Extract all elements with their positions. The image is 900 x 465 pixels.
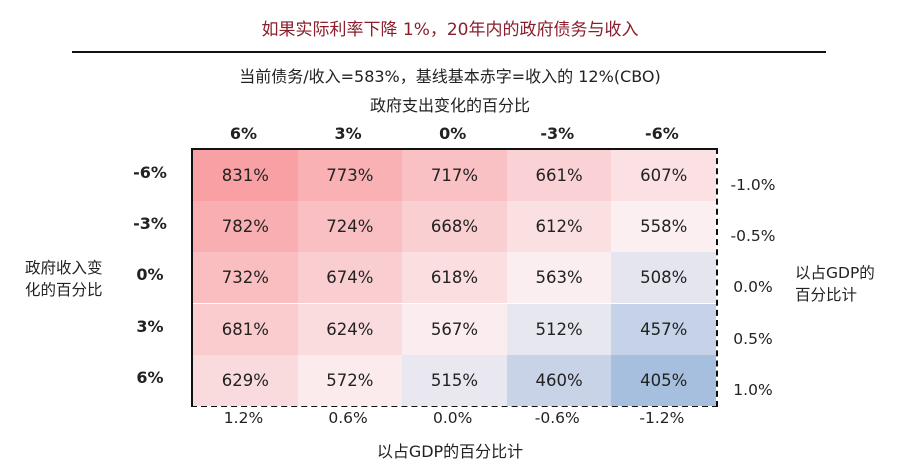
y-secondary-title-line: 以占GDP的 xyxy=(795,264,875,282)
heatmap-cell: 831% xyxy=(193,150,298,201)
column-header: 6% xyxy=(229,124,258,143)
heatmap-cell: 612% xyxy=(506,201,612,253)
heatmap-cell: 618% xyxy=(402,252,507,304)
x-axis-title: 政府支出变化的百分比 xyxy=(369,96,530,115)
column-header: -3% xyxy=(540,124,575,143)
column-secondary-label: 0.0% xyxy=(432,409,473,427)
heatmap-cell: 515% xyxy=(402,354,507,406)
heatmap-cell: 460% xyxy=(506,354,612,406)
y-axis-title: 政府收入变 化的百分比 xyxy=(25,257,103,301)
heatmap-cell: 717% xyxy=(402,150,507,201)
row-secondary-label: 0.5% xyxy=(733,329,773,348)
heatmap-cell: 661% xyxy=(506,150,612,201)
column-header: 0% xyxy=(439,124,467,143)
heatmap-cell: 607% xyxy=(611,150,716,201)
heatmap-cell: 724% xyxy=(297,201,403,253)
row-header: 6% xyxy=(136,367,164,387)
row-header: 0% xyxy=(136,265,164,285)
heatmap-cell: 782% xyxy=(193,201,298,253)
row-header: -6% xyxy=(133,163,167,182)
heatmap-grid: 831% 773% 717% 661% 607% 782% 724% 668% 612% 558%… xyxy=(191,148,718,407)
row-secondary-label: -1.0% xyxy=(730,176,776,194)
column-secondary-label: 1.2% xyxy=(223,409,264,427)
row-secondary-label: 0.0% xyxy=(733,278,773,297)
heatmap-cell: 624% xyxy=(297,303,403,355)
heatmap-cell: 558% xyxy=(611,201,716,253)
heatmap-cell: 512% xyxy=(506,303,612,355)
heatmap-cell: 567% xyxy=(402,303,507,355)
column-secondary-label: -1.2% xyxy=(639,409,685,427)
column-secondary-label: 0.6% xyxy=(328,409,368,427)
column-header: -6% xyxy=(644,124,679,143)
row-secondary-label: 1.0% xyxy=(733,380,773,399)
heatmap-cell: 674% xyxy=(297,252,403,304)
y-axis-title-line: 政府收入变 xyxy=(25,259,103,277)
heatmap-cell: 457% xyxy=(611,303,716,355)
column-secondary-label: -0.6% xyxy=(534,409,580,427)
y-axis-title-line: 化的百分比 xyxy=(25,281,103,299)
row-header: 3% xyxy=(136,316,164,336)
row-secondary-label: -0.5% xyxy=(730,227,776,246)
heatmap-cell: 773% xyxy=(297,150,403,201)
heatmap-cell: 508% xyxy=(611,252,716,304)
title-divider xyxy=(72,51,826,53)
column-header: 3% xyxy=(334,124,362,143)
chart-subtitle: 当前债务/收入=583%，基线基本赤字=收入的 12%(CBO) xyxy=(239,67,661,86)
heatmap-cell: 681% xyxy=(193,303,298,355)
heatmap-cell: 563% xyxy=(506,252,612,304)
row-header: -3% xyxy=(133,214,167,234)
heatmap-cell: 572% xyxy=(297,354,403,406)
heatmap-cell: 732% xyxy=(193,252,298,304)
heatmap-cell: 668% xyxy=(402,201,507,253)
heatmap-cell: 629% xyxy=(193,354,298,406)
heatmap-cell: 405% xyxy=(611,354,716,406)
chart-title: 如果实际利率下降 1%，20年内的政府债务与收入 xyxy=(261,20,639,40)
y-secondary-title: 以占GDP的 百分比计 xyxy=(795,262,875,306)
x-secondary-title: 以占GDP的百分比计 xyxy=(376,442,524,461)
y-secondary-title-line: 百分比计 xyxy=(795,286,858,304)
